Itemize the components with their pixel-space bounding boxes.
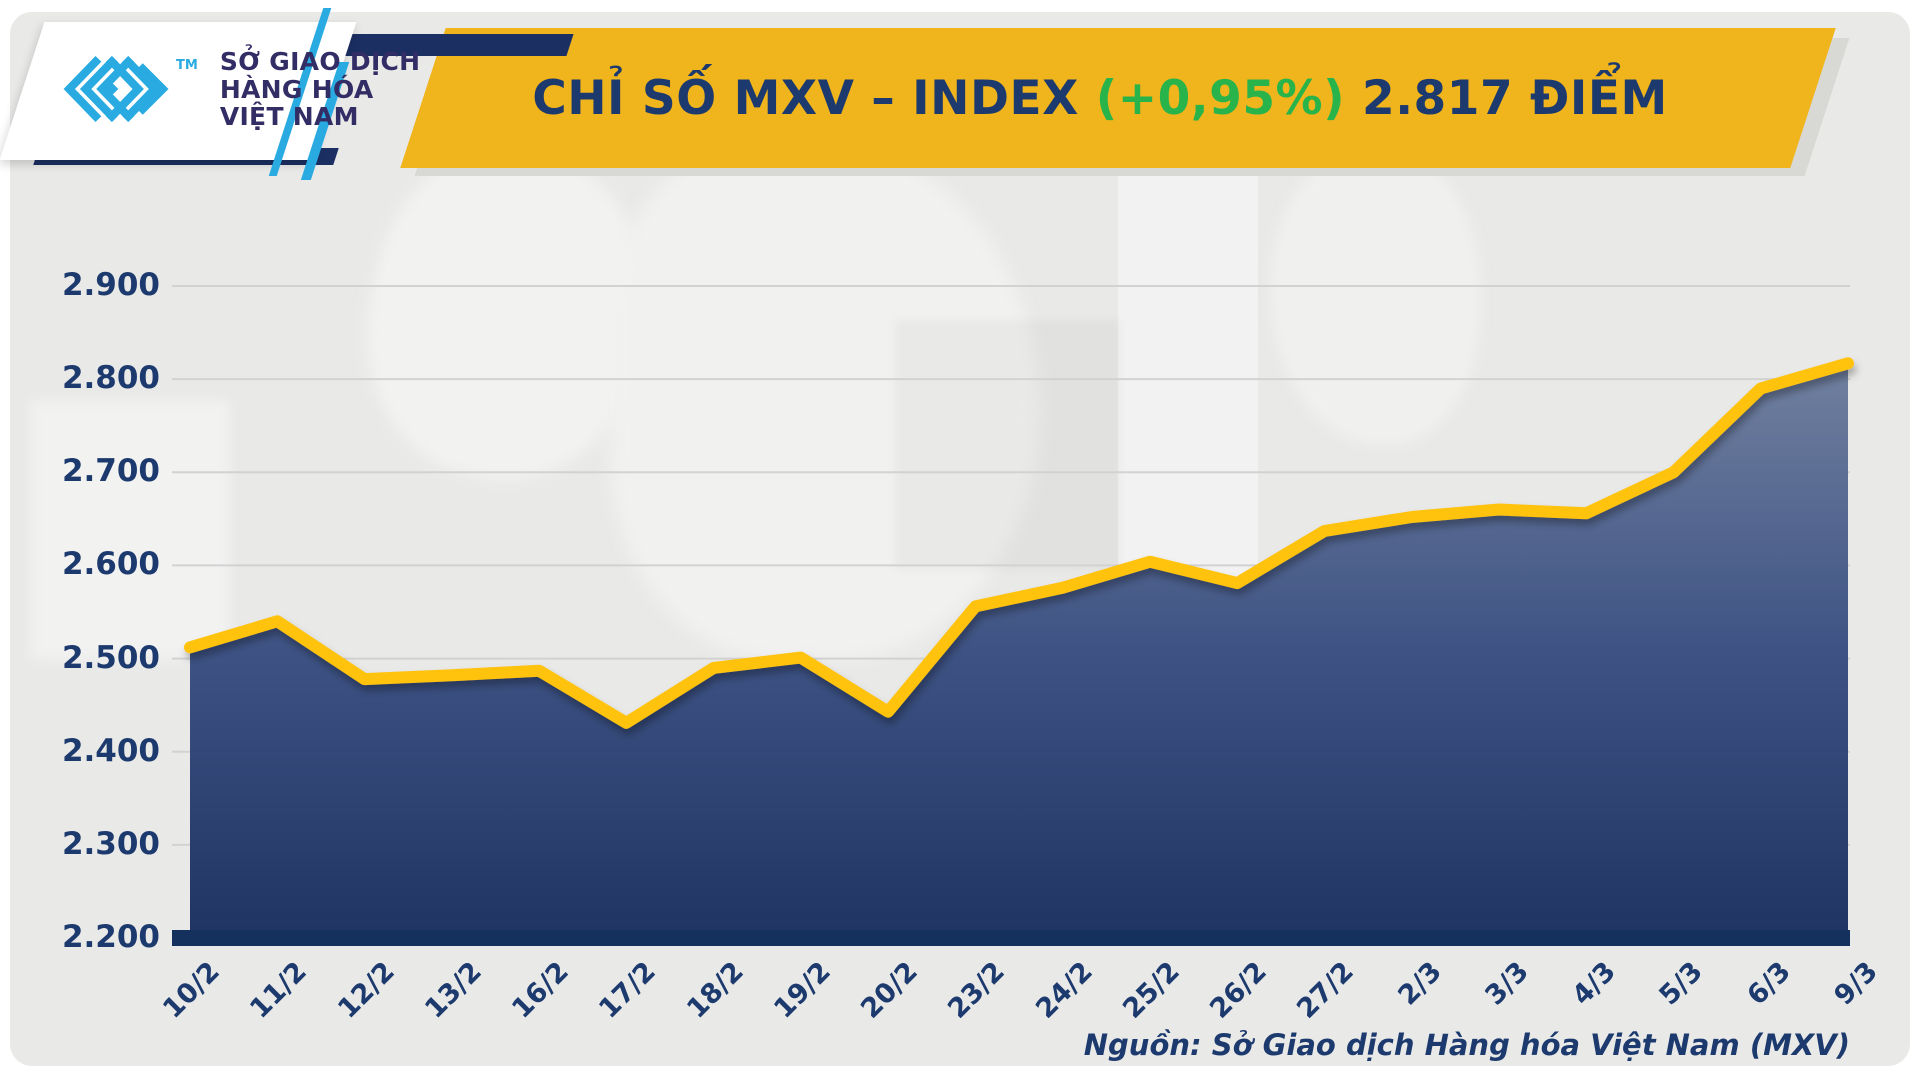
source-credit: Nguồn: Sở Giao dịch Hàng hóa Việt Nam (M… bbox=[1083, 1028, 1850, 1062]
logo-line-1: SỞ GIAO DỊCH bbox=[219, 47, 421, 76]
title-prefix: CHỈ SỐ MXV – INDEX bbox=[532, 70, 1096, 126]
logo-line-3: VIỆT NAM bbox=[219, 102, 359, 131]
y-tick-label: 2.800 bbox=[61, 360, 160, 397]
y-tick-label: 2.400 bbox=[61, 732, 160, 769]
title-points: 2.817 ĐIỂM bbox=[1345, 70, 1668, 126]
mxv-logo: TM SỞ GIAO DỊCH HÀNG HÓA VIỆT NAM bbox=[52, 48, 420, 131]
trademark-symbol: TM bbox=[176, 57, 198, 73]
page-title: CHỈ SỐ MXV – INDEX (+0,95%) 2.817 ĐIỂM bbox=[460, 28, 1740, 168]
y-tick-label: 2.500 bbox=[61, 639, 160, 676]
x-axis-line bbox=[172, 930, 1850, 946]
title-change-percent: (+0,95%) bbox=[1095, 70, 1346, 126]
area-fill bbox=[190, 363, 1848, 938]
logo-line-2: HÀNG HÓA bbox=[219, 74, 374, 104]
y-tick-label: 2.200 bbox=[61, 919, 160, 955]
logo-wordmark: SỞ GIAO DỊCH HÀNG HÓA VIỆT NAM bbox=[220, 48, 421, 131]
y-tick-label: 2.700 bbox=[61, 453, 160, 490]
mxv-logo-icon bbox=[52, 53, 170, 125]
y-tick-label: 2.600 bbox=[61, 546, 160, 583]
y-tick-label: 2.900 bbox=[61, 267, 160, 303]
y-tick-label: 2.300 bbox=[61, 825, 160, 862]
